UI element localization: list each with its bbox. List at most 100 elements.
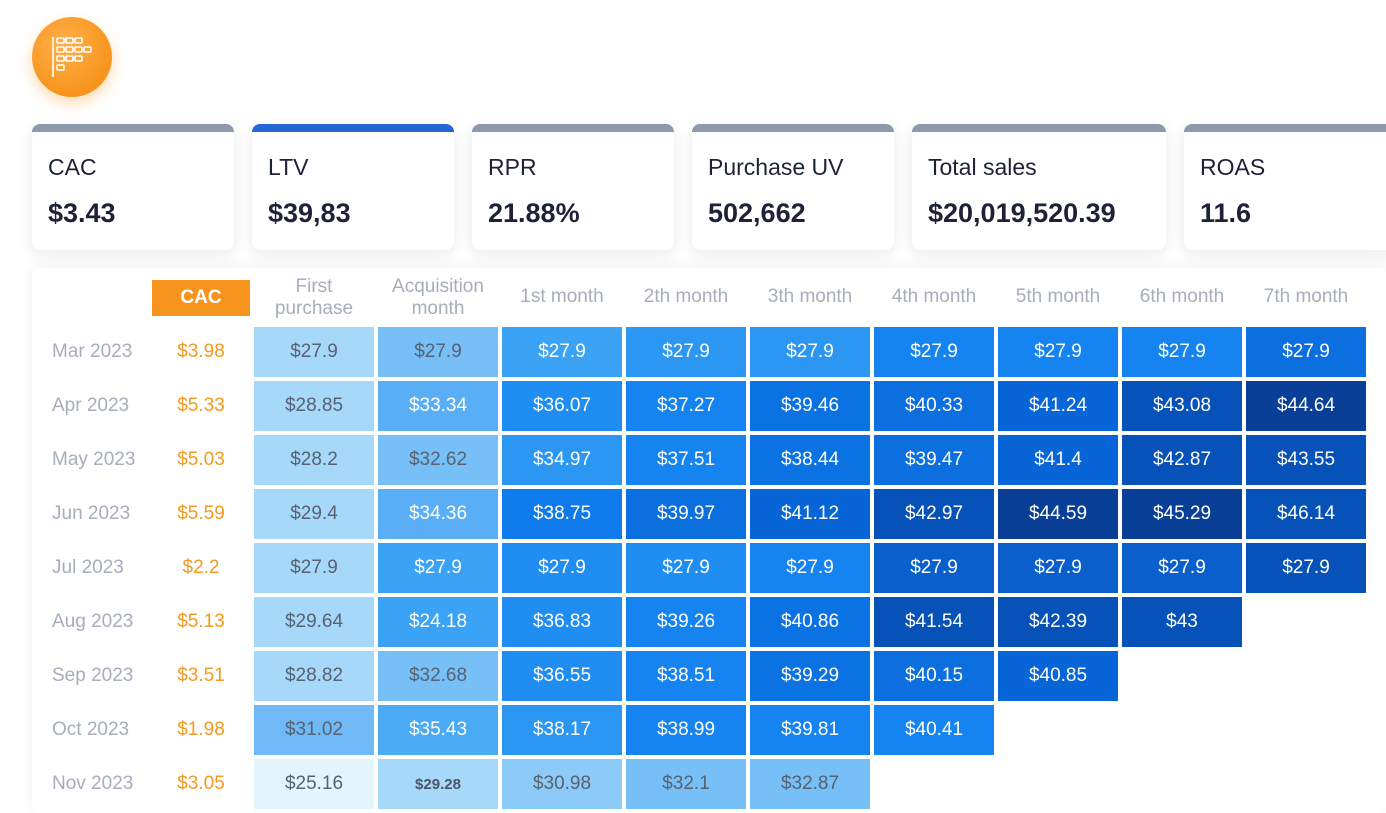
heatmap-cell[interactable]: $27.9: [502, 543, 622, 593]
kpi-label: Total sales: [928, 154, 1037, 180]
kpi-value: $39,83: [268, 198, 351, 228]
cohort-row-label: Apr 2023: [52, 395, 130, 416]
heatmap-cell[interactable]: $41.54: [874, 597, 994, 647]
heatmap-cell[interactable]: $33.34: [378, 381, 498, 431]
kpi-card-purchase-uv[interactable]: Purchase UV 502,662: [692, 124, 894, 250]
heatmap-cell[interactable]: $27.9: [626, 543, 746, 593]
heatmap-cell[interactable]: $39.81: [750, 705, 870, 755]
heatmap-cell[interactable]: $28.2: [254, 435, 374, 485]
heatmap-cell[interactable]: $39.97: [626, 489, 746, 539]
heatmap-cell[interactable]: $40.41: [874, 705, 994, 755]
heatmap-cell[interactable]: $36.83: [502, 597, 622, 647]
heatmap-cell[interactable]: $36.55: [502, 651, 622, 701]
heatmap-cell[interactable]: $38.99: [626, 705, 746, 755]
cohort-cac-value: $5.13: [177, 611, 225, 632]
heatmap-cell[interactable]: $42.39: [998, 597, 1118, 647]
kpi-label: ROAS: [1200, 154, 1266, 180]
heatmap-cell[interactable]: $36.07: [502, 381, 622, 431]
kpi-card-ltv[interactable]: LTV $39,83: [252, 124, 454, 250]
heatmap-cell[interactable]: $44.59: [998, 489, 1118, 539]
kpi-card-cac[interactable]: CAC $3.43: [32, 124, 234, 250]
app-logo[interactable]: [32, 17, 112, 97]
kpi-value: 11.6: [1200, 198, 1252, 228]
grid-bars-icon: [52, 37, 92, 77]
kpi-card-top-bar: [912, 124, 1166, 132]
heatmap-cell[interactable]: $28.85: [254, 381, 374, 431]
cohort-row-label: Nov 2023: [52, 773, 134, 794]
cohort-cac-value: $5.33: [177, 395, 225, 416]
heatmap-cell[interactable]: $34.97: [502, 435, 622, 485]
heatmap-cell[interactable]: $29.28: [378, 759, 498, 809]
heatmap-cell[interactable]: $38.75: [502, 489, 622, 539]
heatmap-cell[interactable]: $32.1: [626, 759, 746, 809]
kpi-card-roas[interactable]: ROAS 11.6: [1184, 124, 1386, 250]
heatmap-cell[interactable]: $39.29: [750, 651, 870, 701]
heatmap-cell[interactable]: $27.9: [254, 327, 374, 377]
heatmap-cell[interactable]: $46.14: [1246, 489, 1366, 539]
cac-column-header: CAC: [152, 280, 250, 316]
heatmap-cell[interactable]: $39.46: [750, 381, 870, 431]
heatmap-cell[interactable]: $41.24: [998, 381, 1118, 431]
cohort-row-label: Sep 2023: [52, 665, 134, 686]
heatmap-cell[interactable]: $45.29: [1122, 489, 1242, 539]
heatmap-cell[interactable]: $41.12: [750, 489, 870, 539]
heatmap-cell[interactable]: $29.64: [254, 597, 374, 647]
kpi-card-top-bar: [472, 124, 674, 132]
kpi-label: LTV: [268, 154, 309, 180]
heatmap-cell[interactable]: $27.9: [1246, 543, 1366, 593]
heatmap-cell[interactable]: $38.17: [502, 705, 622, 755]
column-header: Acquisition month: [392, 276, 484, 319]
cohort-cac-value: $3.05: [177, 773, 225, 794]
heatmap-cell[interactable]: $27.9: [998, 327, 1118, 377]
heatmap-cell[interactable]: $27.9: [502, 327, 622, 377]
heatmap-cell[interactable]: $25.16: [254, 759, 374, 809]
heatmap-cell[interactable]: $27.9: [998, 543, 1118, 593]
heatmap-cell[interactable]: $28.82: [254, 651, 374, 701]
heatmap-cell[interactable]: $40.15: [874, 651, 994, 701]
heatmap-cell[interactable]: $32.62: [378, 435, 498, 485]
heatmap-cell[interactable]: $44.64: [1246, 381, 1366, 431]
heatmap-cell[interactable]: $43.08: [1122, 381, 1242, 431]
column-header: 4th month: [891, 286, 977, 307]
heatmap-cell[interactable]: $40.33: [874, 381, 994, 431]
kpi-card-top-bar: [252, 124, 454, 132]
heatmap-cell[interactable]: $37.27: [626, 381, 746, 431]
heatmap-cell[interactable]: $43: [1122, 597, 1242, 647]
cohort-row-label: Aug 2023: [52, 611, 134, 632]
heatmap-cell[interactable]: $27.9: [626, 327, 746, 377]
heatmap-cell[interactable]: $35.43: [378, 705, 498, 755]
heatmap-cell[interactable]: $39.47: [874, 435, 994, 485]
heatmap-cell[interactable]: $32.87: [750, 759, 870, 809]
cohort-row-label: Mar 2023: [52, 341, 133, 362]
heatmap-cell[interactable]: $38.44: [750, 435, 870, 485]
heatmap-cell[interactable]: $42.97: [874, 489, 994, 539]
heatmap-cell[interactable]: $31.02: [254, 705, 374, 755]
heatmap-cell[interactable]: $27.9: [874, 327, 994, 377]
heatmap-cell[interactable]: $32.68: [378, 651, 498, 701]
heatmap-cell[interactable]: $34.36: [378, 489, 498, 539]
heatmap-cell[interactable]: $27.9: [378, 327, 498, 377]
kpi-value: $3.43: [48, 198, 116, 228]
heatmap-cell[interactable]: $27.9: [378, 543, 498, 593]
heatmap-cell[interactable]: $30.98: [502, 759, 622, 809]
heatmap-cell[interactable]: $42.87: [1122, 435, 1242, 485]
heatmap-cell[interactable]: $37.51: [626, 435, 746, 485]
heatmap-cell[interactable]: $39.26: [626, 597, 746, 647]
heatmap-cell[interactable]: $27.9: [254, 543, 374, 593]
heatmap-cell[interactable]: $27.9: [750, 543, 870, 593]
cohort-cac-value: $2.2: [182, 557, 220, 578]
heatmap-cell[interactable]: $27.9: [874, 543, 994, 593]
kpi-card-total-sales[interactable]: Total sales $20,019,520.39: [912, 124, 1166, 250]
heatmap-cell[interactable]: $27.9: [1122, 327, 1242, 377]
heatmap-cell[interactable]: $40.86: [750, 597, 870, 647]
heatmap-cell[interactable]: $41.4: [998, 435, 1118, 485]
heatmap-cell[interactable]: $40.85: [998, 651, 1118, 701]
heatmap-cell[interactable]: $29.4: [254, 489, 374, 539]
heatmap-cell[interactable]: $43.55: [1246, 435, 1366, 485]
heatmap-cell[interactable]: $27.9: [1122, 543, 1242, 593]
heatmap-cell[interactable]: $27.9: [1246, 327, 1366, 377]
heatmap-cell[interactable]: $27.9: [750, 327, 870, 377]
heatmap-cell[interactable]: $38.51: [626, 651, 746, 701]
heatmap-cell[interactable]: $24.18: [378, 597, 498, 647]
kpi-card-rpr[interactable]: RPR 21.88%: [472, 124, 674, 250]
